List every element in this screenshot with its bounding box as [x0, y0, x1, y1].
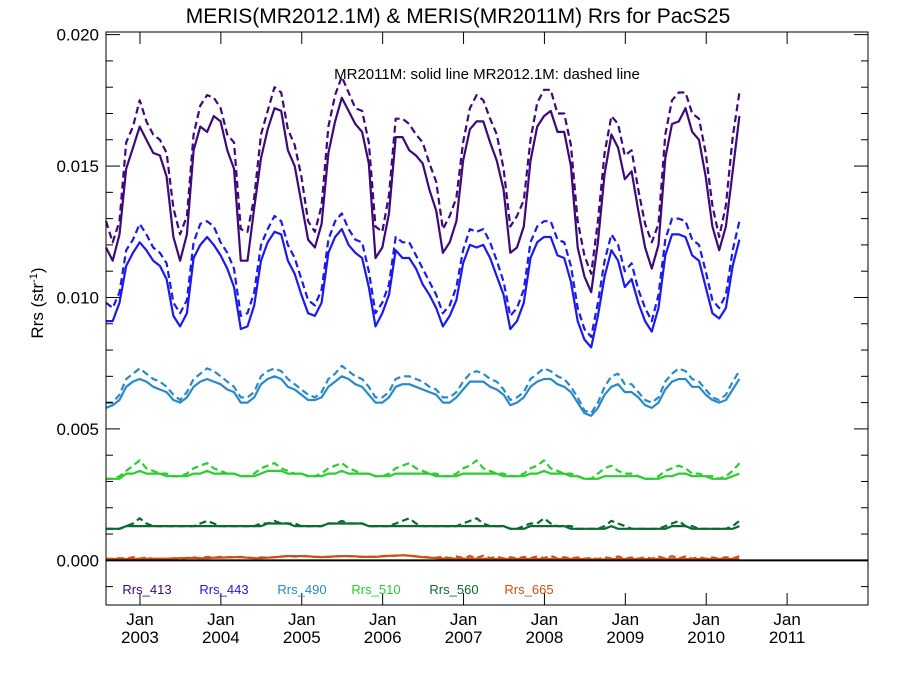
x-tick-label-year: 2009	[606, 628, 644, 647]
y-tick-label: 0.005	[56, 420, 99, 439]
series-layer	[104, 75, 741, 561]
y-tick-label: 0.015	[56, 157, 99, 176]
x-tick-label-month: Jan	[288, 610, 315, 629]
axes-layer: 0.0000.0050.0100.0150.020Jan2003Jan2004J…	[56, 26, 869, 647]
y-axis-label-superscript: -1	[28, 273, 40, 283]
series-line-rrs-443-solid	[106, 228, 741, 349]
series-line-rrs-443-dashed	[105, 212, 741, 338]
x-tick-label-month: Jan	[207, 610, 234, 629]
line-style-annotation: MR2011M: solid line MR2012.1M: dashed li…	[334, 66, 640, 83]
legend-label-rrs-560: Rrs_560	[429, 582, 478, 597]
series-line-rrs-413-solid	[105, 96, 741, 294]
legend-label-rrs-665: Rrs_665	[504, 582, 553, 597]
x-tick-label-year: 2008	[526, 628, 564, 647]
series-line-rrs-490-dashed	[106, 364, 741, 415]
y-tick-label: 0.000	[56, 551, 99, 570]
chart-title: MERIS(MR2012.1M) & MERIS(MR2011M) Rrs fo…	[186, 5, 731, 28]
legend-label-rrs-443: Rrs_443	[199, 582, 248, 597]
x-tick-label-year: 2005	[283, 628, 321, 647]
x-tick-label-month: Jan	[531, 610, 558, 629]
y-tick-label: 0.020	[56, 26, 99, 45]
y-axis-label-close: )	[28, 267, 47, 273]
series-line-rrs-665-solid	[106, 554, 740, 561]
x-tick-label-month: Jan	[693, 610, 720, 629]
y-axis-label-main: Rrs (str	[28, 283, 47, 339]
series-line-rrs-560-dashed	[106, 517, 741, 530]
y-axis-label: Rrs (str-1)	[28, 267, 47, 338]
x-tick-label-year: 2006	[364, 628, 402, 647]
x-tick-label-month: Jan	[773, 610, 800, 629]
x-tick-label-month: Jan	[450, 610, 477, 629]
x-tick-label-year: 2010	[687, 628, 725, 647]
plot-frame	[105, 31, 869, 606]
x-tick-label-year: 2004	[202, 628, 240, 647]
legend-label-rrs-510: Rrs_510	[351, 582, 400, 597]
legend: Rrs_413 Rrs_443 Rrs_490 Rrs_510 Rrs_560 Rrs_6…	[122, 582, 553, 597]
series-line-rrs-490-solid	[105, 375, 741, 417]
y-tick-label: 0.010	[56, 288, 99, 307]
x-tick-label-month: Jan	[612, 610, 639, 629]
x-tick-label-month: Jan	[126, 610, 153, 629]
series-line-rrs-510-solid	[106, 469, 740, 480]
legend-label-rrs-413: Rrs_413	[122, 582, 171, 597]
x-tick-label-month: Jan	[369, 610, 396, 629]
x-tick-label-year: 2003	[121, 628, 159, 647]
legend-label-rrs-490: Rrs_490	[277, 582, 326, 597]
x-tick-label-year: 2011	[769, 628, 806, 647]
x-tick-label-year: 2007	[445, 628, 483, 647]
series-line-rrs-510-dashed	[106, 459, 741, 480]
